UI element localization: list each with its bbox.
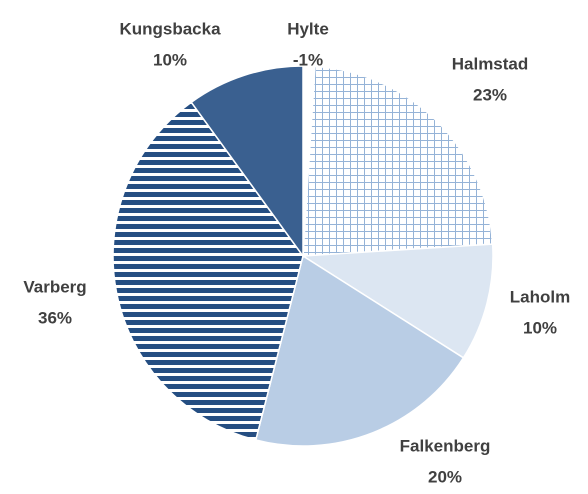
slice-label-value: 23% [473,85,507,104]
slice-label-value: 36% [38,308,72,327]
slice-label-name: Hylte [287,19,329,38]
pie-slice [302,65,494,257]
slice-label-name: Kungsbacka [119,19,221,38]
slice-label-name: Varberg [23,277,86,296]
slice-label-name: Laholm [510,287,570,306]
slice-label-value: -1% [293,50,323,69]
pie-slice [254,254,465,447]
pie-slice [300,243,494,359]
slice-label-value: 10% [523,318,557,337]
pie-slice [190,65,304,259]
pie-slice [112,101,304,441]
slice-label-name: Falkenberg [400,436,491,455]
slice-label-value: 10% [153,50,187,69]
slice-label-value: 20% [428,467,462,486]
slice-label-name: Halmstad [452,54,529,73]
